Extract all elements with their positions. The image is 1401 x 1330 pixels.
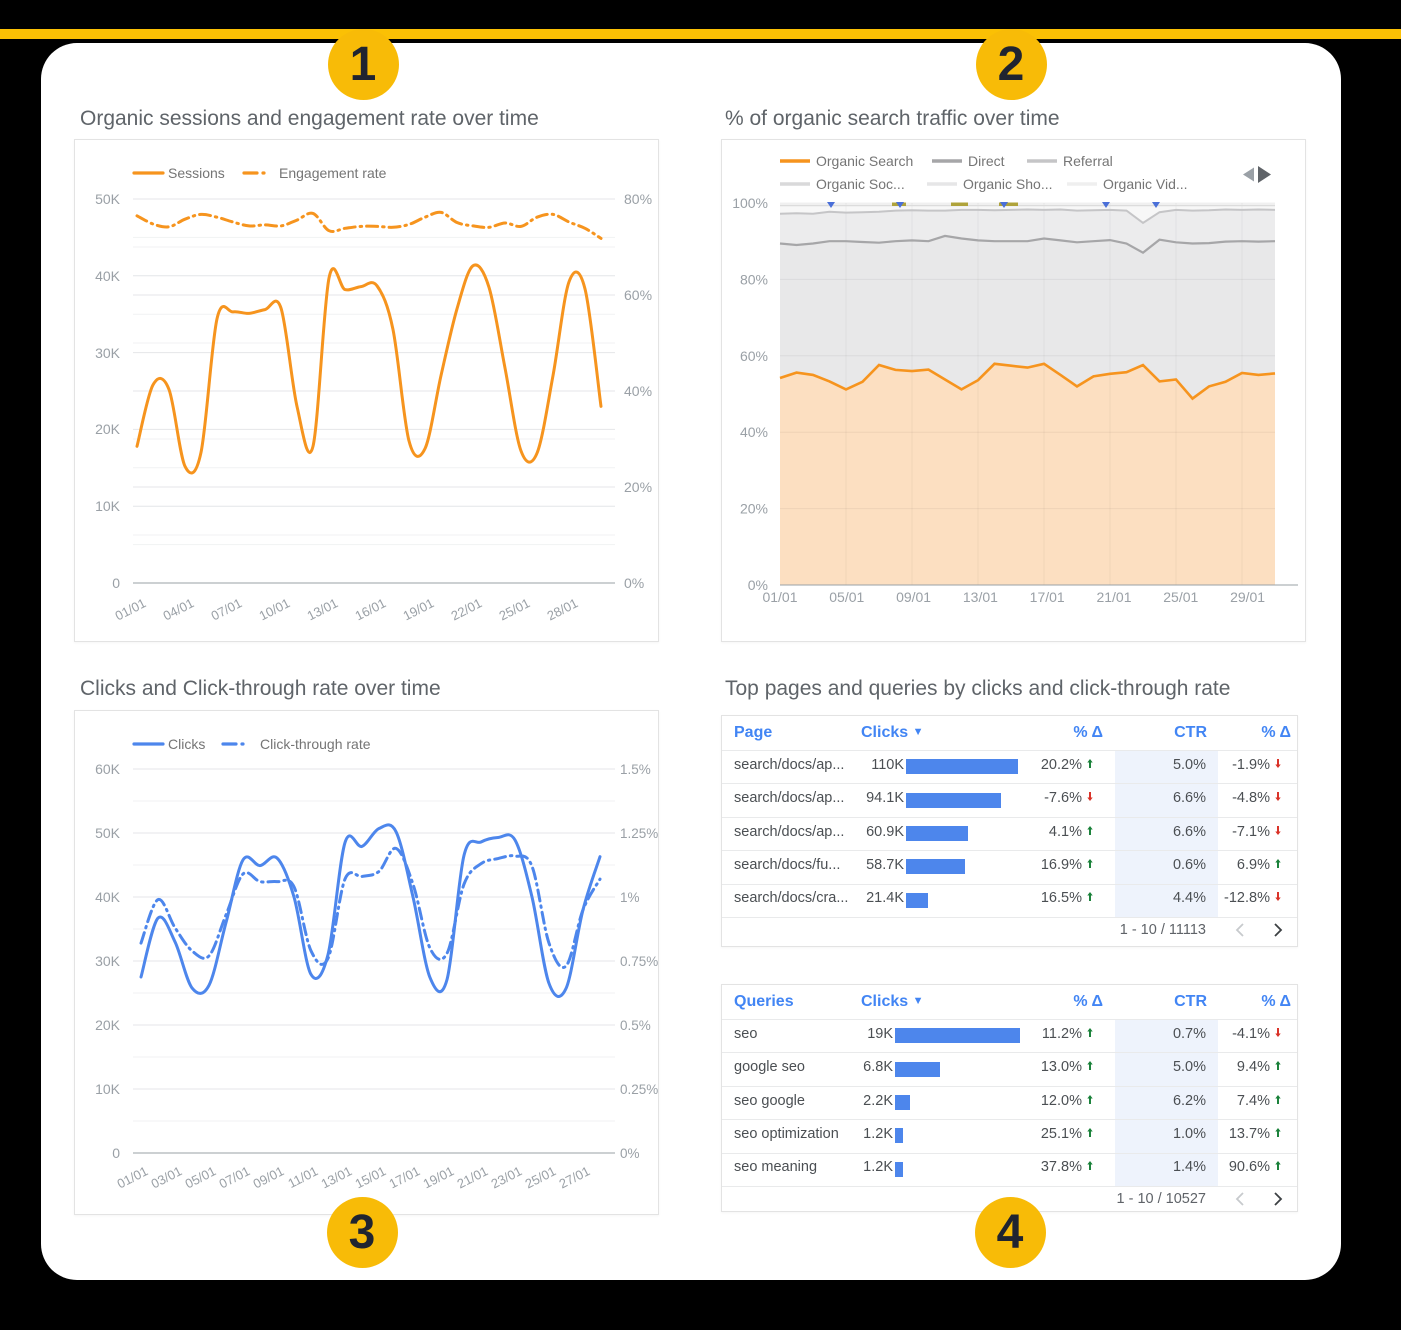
svg-text:Organic Soc...: Organic Soc... (816, 176, 905, 192)
svg-text:28/01: 28/01 (545, 595, 581, 623)
svg-text:25/01: 25/01 (497, 595, 533, 623)
svg-text:20K: 20K (95, 1017, 121, 1033)
svg-text:Engagement rate: Engagement rate (279, 165, 387, 181)
svg-text:80%: 80% (624, 191, 652, 207)
svg-text:10K: 10K (95, 1081, 121, 1097)
svg-text:0: 0 (112, 575, 120, 591)
svg-text:17/01: 17/01 (1030, 589, 1065, 605)
svg-text:60K: 60K (95, 761, 121, 777)
svg-text:100%: 100% (732, 195, 768, 211)
svg-text:0%: 0% (620, 1146, 640, 1161)
svg-text:05/01: 05/01 (829, 589, 864, 605)
svg-text:Organic Search: Organic Search (816, 153, 913, 169)
svg-text:27/01: 27/01 (557, 1163, 593, 1191)
svg-text:Organic Vid...: Organic Vid... (1103, 176, 1188, 192)
svg-text:50K: 50K (95, 825, 121, 841)
svg-text:60%: 60% (624, 287, 652, 303)
svg-text:Click-through rate: Click-through rate (260, 736, 371, 752)
svg-text:20%: 20% (624, 479, 652, 495)
svg-text:Sessions: Sessions (168, 165, 225, 181)
svg-text:40K: 40K (95, 889, 121, 905)
svg-text:80%: 80% (740, 271, 768, 287)
svg-text:0.75%: 0.75% (620, 954, 658, 969)
svg-text:04/01: 04/01 (161, 595, 197, 623)
svg-text:10/01: 10/01 (257, 595, 293, 623)
svg-text:19/01: 19/01 (421, 1163, 457, 1191)
svg-text:09/01: 09/01 (251, 1163, 287, 1191)
svg-text:03/01: 03/01 (149, 1163, 185, 1191)
svg-text:01/01: 01/01 (113, 595, 149, 623)
svg-text:Direct: Direct (968, 153, 1005, 169)
svg-text:10K: 10K (95, 498, 121, 514)
svg-text:21/01: 21/01 (1096, 589, 1131, 605)
svg-text:07/01: 07/01 (217, 1163, 253, 1191)
svg-text:07/01: 07/01 (209, 595, 245, 623)
svg-text:60%: 60% (740, 348, 768, 364)
svg-text:1.25%: 1.25% (620, 826, 658, 841)
svg-text:15/01: 15/01 (353, 1163, 389, 1191)
svg-text:0: 0 (112, 1145, 120, 1161)
svg-text:40%: 40% (740, 424, 768, 440)
svg-text:09/01: 09/01 (896, 589, 931, 605)
svg-text:13/01: 13/01 (305, 595, 341, 623)
svg-text:23/01: 23/01 (489, 1163, 525, 1191)
svg-text:0.5%: 0.5% (620, 1018, 651, 1033)
svg-text:01/01: 01/01 (762, 589, 797, 605)
svg-text:16/01: 16/01 (353, 595, 389, 623)
svg-text:1%: 1% (620, 890, 640, 905)
svg-text:20%: 20% (740, 501, 768, 517)
svg-text:01/01: 01/01 (115, 1163, 151, 1191)
svg-text:40K: 40K (95, 268, 121, 284)
svg-text:1.5%: 1.5% (620, 762, 651, 777)
svg-text:0.25%: 0.25% (620, 1082, 658, 1097)
svg-text:17/01: 17/01 (387, 1163, 423, 1191)
svg-text:25/01: 25/01 (523, 1163, 559, 1191)
svg-text:Organic Sho...: Organic Sho... (963, 176, 1053, 192)
svg-text:21/01: 21/01 (455, 1163, 491, 1191)
svg-text:13/01: 13/01 (319, 1163, 355, 1191)
svg-text:19/01: 19/01 (401, 595, 437, 623)
svg-text:0%: 0% (748, 577, 768, 593)
svg-text:22/01: 22/01 (449, 595, 485, 623)
svg-text:Referral: Referral (1063, 153, 1113, 169)
svg-text:13/01: 13/01 (963, 589, 998, 605)
svg-text:40%: 40% (624, 383, 652, 399)
svg-text:11/01: 11/01 (285, 1163, 320, 1191)
svg-text:0%: 0% (624, 575, 644, 591)
svg-text:Clicks: Clicks (168, 736, 205, 752)
svg-text:05/01: 05/01 (183, 1163, 219, 1191)
svg-text:30K: 30K (95, 345, 121, 361)
svg-text:25/01: 25/01 (1163, 589, 1198, 605)
svg-text:30K: 30K (95, 953, 121, 969)
svg-text:50K: 50K (95, 191, 121, 207)
svg-text:20K: 20K (95, 421, 121, 437)
svg-text:29/01: 29/01 (1230, 589, 1265, 605)
